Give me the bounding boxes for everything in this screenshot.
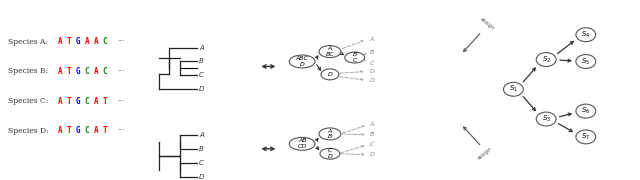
Text: G: G: [76, 126, 80, 135]
Text: A: A: [58, 37, 63, 46]
Text: Species C:: Species C:: [8, 97, 48, 105]
Ellipse shape: [321, 69, 339, 80]
Text: D̂: D̂: [369, 152, 374, 157]
Text: A: A: [93, 97, 98, 106]
Ellipse shape: [504, 82, 524, 96]
Text: A: A: [84, 37, 89, 46]
Ellipse shape: [576, 28, 596, 42]
Ellipse shape: [576, 55, 596, 68]
Ellipse shape: [289, 137, 315, 150]
Text: assign: assign: [477, 146, 493, 161]
Ellipse shape: [536, 53, 556, 66]
Text: ···: ···: [116, 97, 124, 106]
Text: $S_4$: $S_4$: [581, 30, 591, 40]
Text: Species A:: Species A:: [8, 38, 48, 46]
Text: ···: ···: [116, 67, 124, 76]
Text: T: T: [102, 97, 107, 106]
Text: G: G: [76, 97, 80, 106]
Text: C: C: [199, 160, 204, 166]
Text: B
C: B C: [353, 52, 357, 63]
Text: $S_5$: $S_5$: [581, 56, 591, 67]
Text: A: A: [93, 67, 98, 76]
Text: Ĉ: Ĉ: [369, 142, 374, 147]
Text: assign: assign: [479, 17, 495, 32]
Text: A: A: [199, 45, 204, 51]
Text: Â: Â: [369, 122, 374, 127]
Text: A: A: [58, 126, 63, 135]
Ellipse shape: [536, 112, 556, 126]
Text: $S_3$: $S_3$: [541, 114, 551, 124]
Text: C: C: [102, 37, 107, 46]
Text: G: G: [76, 37, 80, 46]
Text: C: C: [102, 67, 107, 76]
Text: A: A: [199, 132, 204, 138]
Text: B: B: [199, 146, 204, 152]
Text: $S_7$: $S_7$: [581, 132, 590, 142]
Ellipse shape: [576, 104, 596, 118]
Text: B: B: [199, 58, 204, 64]
Text: T: T: [67, 97, 72, 106]
Text: T: T: [102, 126, 107, 135]
Text: D̂: D̂: [369, 69, 374, 74]
Ellipse shape: [320, 148, 340, 159]
Text: A: A: [58, 67, 63, 76]
Text: A: A: [58, 97, 63, 106]
Text: Ĉ: Ĉ: [369, 61, 374, 66]
Text: ···: ···: [116, 37, 124, 46]
Text: B̂: B̂: [369, 50, 374, 55]
Ellipse shape: [289, 55, 315, 68]
Text: T: T: [67, 67, 72, 76]
Ellipse shape: [319, 46, 341, 58]
Text: C
D: C D: [328, 148, 332, 159]
Text: Species D:: Species D:: [8, 127, 48, 135]
Text: D: D: [328, 72, 332, 77]
Text: D: D: [199, 174, 204, 180]
Text: C: C: [84, 97, 89, 106]
Text: C: C: [199, 72, 204, 78]
Ellipse shape: [345, 52, 365, 63]
Text: G: G: [76, 67, 80, 76]
Text: Species B:: Species B:: [8, 68, 48, 75]
Text: $S_1$: $S_1$: [509, 84, 518, 94]
Text: ABC
D: ABC D: [296, 56, 308, 67]
Text: Â: Â: [369, 37, 374, 42]
Text: D̂: D̂: [369, 78, 374, 83]
Text: C: C: [84, 126, 89, 135]
Text: B̂: B̂: [369, 132, 374, 137]
Text: D: D: [199, 86, 204, 92]
Text: A
BC: A BC: [326, 46, 334, 57]
Text: C: C: [84, 67, 89, 76]
Ellipse shape: [576, 130, 596, 144]
Text: A: A: [93, 37, 98, 46]
Text: AB
CD: AB CD: [298, 138, 307, 149]
Ellipse shape: [319, 128, 341, 140]
Text: ···: ···: [116, 126, 124, 135]
Text: $S_6$: $S_6$: [581, 106, 591, 116]
Text: A
B: A B: [328, 129, 332, 139]
Text: A: A: [93, 126, 98, 135]
Text: $S_2$: $S_2$: [541, 54, 550, 65]
Text: T: T: [67, 37, 72, 46]
Text: T: T: [67, 126, 72, 135]
